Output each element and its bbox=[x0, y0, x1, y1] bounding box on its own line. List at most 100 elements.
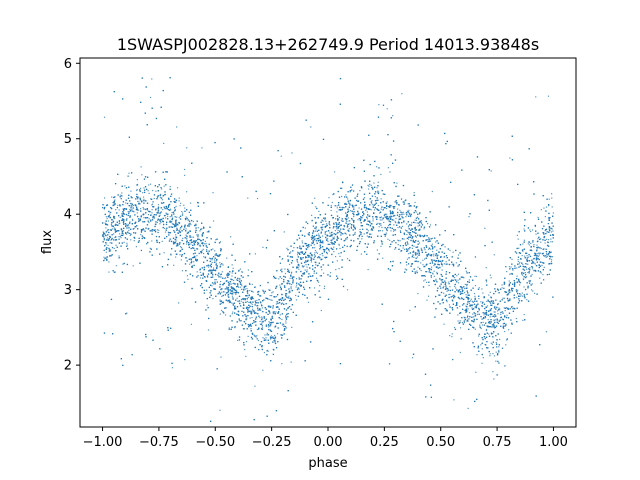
data-point bbox=[485, 329, 488, 332]
data-point bbox=[485, 267, 487, 269]
data-point bbox=[531, 268, 534, 270]
data-point bbox=[507, 299, 509, 301]
data-point bbox=[314, 247, 316, 249]
data-point bbox=[156, 221, 158, 224]
data-point bbox=[259, 323, 262, 325]
data-point bbox=[539, 261, 541, 263]
data-point bbox=[104, 222, 106, 224]
data-point bbox=[124, 185, 126, 187]
data-point bbox=[206, 304, 208, 306]
data-point bbox=[290, 272, 293, 274]
data-point bbox=[271, 316, 273, 319]
data-point bbox=[219, 293, 221, 295]
data-point bbox=[445, 310, 447, 312]
data-point bbox=[319, 284, 321, 287]
data-point bbox=[298, 276, 300, 279]
data-point bbox=[386, 215, 388, 217]
data-point bbox=[306, 256, 308, 258]
data-point bbox=[328, 250, 330, 252]
data-point bbox=[484, 227, 486, 229]
data-point bbox=[339, 247, 341, 250]
data-point bbox=[482, 321, 484, 323]
data-point bbox=[231, 289, 233, 291]
data-point bbox=[386, 201, 388, 203]
data-point bbox=[130, 239, 132, 241]
data-point bbox=[268, 298, 270, 301]
data-point bbox=[533, 254, 535, 257]
data-point bbox=[436, 271, 438, 274]
data-point bbox=[427, 239, 429, 241]
data-point bbox=[357, 212, 359, 214]
data-point bbox=[325, 220, 327, 222]
data-point bbox=[353, 206, 355, 208]
data-point bbox=[135, 232, 137, 234]
data-point bbox=[377, 204, 379, 207]
data-point bbox=[493, 378, 495, 380]
data-point bbox=[212, 220, 215, 222]
data-point bbox=[379, 219, 381, 221]
data-point bbox=[366, 211, 368, 213]
data-point bbox=[256, 299, 258, 302]
data-point bbox=[170, 253, 172, 255]
data-point bbox=[510, 266, 512, 268]
data-point bbox=[343, 226, 346, 228]
data-point bbox=[414, 222, 416, 224]
data-point bbox=[491, 315, 493, 317]
data-point bbox=[159, 214, 161, 216]
data-point bbox=[130, 233, 132, 236]
data-point bbox=[147, 190, 149, 192]
data-point bbox=[510, 273, 512, 275]
data-point bbox=[243, 297, 245, 300]
data-point bbox=[256, 328, 258, 331]
data-point bbox=[420, 220, 422, 222]
data-point bbox=[535, 233, 537, 235]
data-point bbox=[180, 246, 183, 249]
data-point bbox=[457, 282, 460, 284]
data-point bbox=[239, 286, 241, 288]
data-point bbox=[522, 243, 524, 245]
data-point bbox=[185, 228, 187, 230]
data-point bbox=[138, 201, 140, 203]
data-point bbox=[275, 303, 278, 305]
data-point bbox=[278, 278, 280, 280]
data-point bbox=[241, 270, 243, 273]
data-point bbox=[228, 285, 230, 287]
data-point bbox=[302, 257, 304, 259]
data-point bbox=[233, 279, 235, 282]
data-point bbox=[413, 256, 415, 258]
data-point bbox=[211, 259, 213, 261]
data-point bbox=[338, 225, 341, 227]
data-point bbox=[289, 277, 291, 279]
data-point bbox=[345, 203, 347, 206]
data-point bbox=[157, 204, 160, 206]
data-point bbox=[199, 245, 201, 248]
data-point bbox=[232, 303, 234, 305]
data-point bbox=[212, 248, 214, 250]
data-point bbox=[393, 224, 395, 226]
data-point bbox=[254, 318, 257, 320]
data-point bbox=[540, 247, 542, 250]
data-point bbox=[380, 198, 382, 200]
data-point bbox=[369, 183, 371, 185]
data-point bbox=[108, 271, 110, 273]
data-point bbox=[326, 235, 328, 237]
data-point bbox=[109, 213, 111, 215]
data-point bbox=[442, 260, 444, 262]
data-point bbox=[338, 268, 340, 270]
data-point bbox=[180, 259, 182, 261]
data-point bbox=[270, 294, 273, 297]
data-point bbox=[291, 271, 293, 273]
data-point bbox=[443, 263, 445, 265]
data-point bbox=[333, 236, 335, 238]
data-point bbox=[274, 337, 276, 339]
data-point bbox=[428, 269, 431, 271]
data-point bbox=[525, 263, 528, 265]
data-point bbox=[496, 318, 498, 320]
data-point bbox=[113, 227, 116, 229]
data-point bbox=[109, 211, 111, 213]
data-point bbox=[157, 219, 159, 221]
data-point bbox=[336, 232, 338, 234]
data-point bbox=[332, 193, 334, 196]
data-point bbox=[319, 245, 321, 247]
data-point bbox=[519, 295, 521, 297]
